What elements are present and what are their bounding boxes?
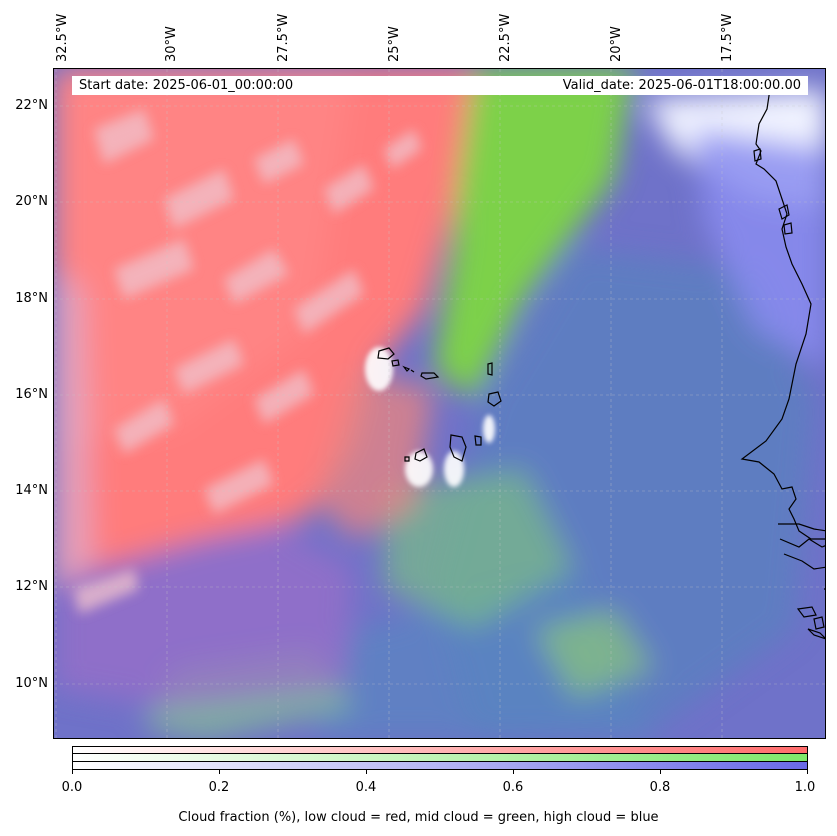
- cloud-fraction-map[interactable]: [53, 68, 826, 739]
- cb-tick-5: [807, 770, 808, 774]
- lat-label-20n: 20°N: [15, 194, 48, 209]
- cb-tick-label-4: 0.8: [649, 780, 671, 795]
- colorbar-low-cloud: [73, 747, 807, 755]
- cb-tick-0: [72, 770, 73, 774]
- cb-tick-4: [660, 770, 661, 774]
- colorbar-high-cloud: [73, 761, 807, 769]
- lon-label-27-5w: 27.5°W: [276, 13, 291, 62]
- date-header: Start date: 2025-06-01_00:00:00 Valid_da…: [72, 76, 808, 95]
- lat-label-10n: 10°N: [15, 676, 48, 691]
- lat-label-22n: 22°N: [15, 98, 48, 113]
- map-canvas: [54, 69, 825, 738]
- cb-tick-label-5: 1.0: [794, 780, 816, 795]
- valid-date-label: Valid_date: 2025-06-01T18:00:00.00: [562, 78, 801, 93]
- cb-tick-2: [366, 770, 367, 774]
- start-date-label: Start date: 2025-06-01_00:00:00: [79, 78, 294, 93]
- cb-tick-1: [219, 770, 220, 774]
- colorbar-mid-cloud: [73, 754, 807, 762]
- colorbar-caption: Cloud fraction (%), low cloud = red, mid…: [178, 810, 659, 825]
- cb-tick-label-1: 0.2: [208, 780, 230, 795]
- cb-tick-label-3: 0.6: [502, 780, 524, 795]
- cb-tick-label-0: 0.0: [61, 780, 83, 795]
- cb-tick-3: [513, 770, 514, 774]
- lat-label-18n: 18°N: [15, 291, 48, 306]
- lon-label-17-5w: 17.5°W: [720, 13, 735, 62]
- lat-label-14n: 14°N: [15, 483, 48, 498]
- lon-label-22-5w: 22.5°W: [498, 13, 513, 62]
- lat-label-16n: 16°N: [15, 387, 48, 402]
- colorbar: [72, 746, 808, 770]
- lon-label-25w: 25°W: [387, 26, 402, 62]
- lat-label-12n: 12°N: [15, 579, 48, 594]
- cb-tick-label-2: 0.4: [355, 780, 377, 795]
- lon-label-32-5w: 32.5°W: [55, 13, 70, 62]
- lon-label-30w: 30°W: [164, 26, 179, 62]
- lon-label-20w: 20°W: [609, 26, 624, 62]
